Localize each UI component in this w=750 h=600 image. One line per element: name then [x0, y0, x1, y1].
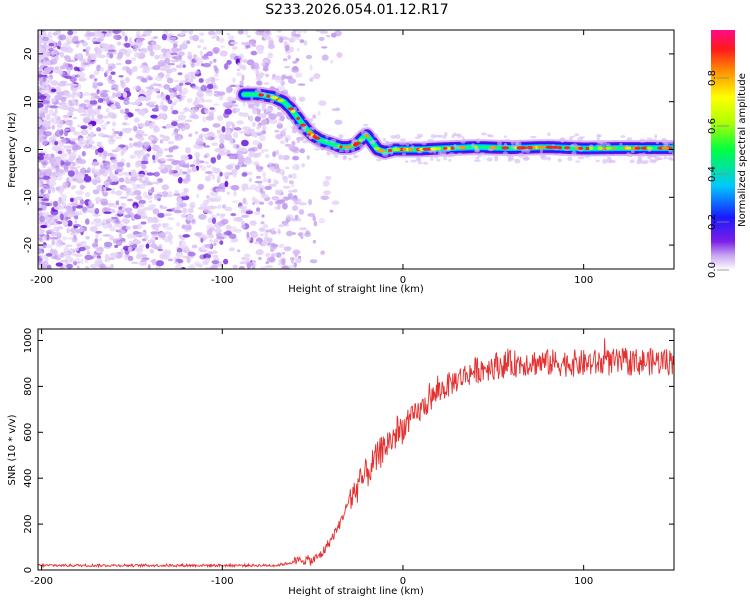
snr-y-tick-label: 1000	[23, 328, 34, 353]
spec-y-tick-label: -20	[23, 237, 34, 253]
snr-y-ticks: 0 200 400 600 800 1000	[23, 328, 674, 573]
colorbar-tick-label: 0.8	[707, 70, 718, 86]
snr-y-tick-label: 600	[23, 423, 34, 442]
spec-x-tick-label: 100	[574, 275, 593, 286]
spectrogram-plot-area	[38, 30, 674, 269]
snr-x-tick-label: -200	[30, 576, 53, 587]
snr-x-axis-label: Height of straight line (km)	[288, 586, 424, 597]
spectrogram-x-ticks: -200 -100 0 100	[30, 30, 593, 286]
spec-x-tick-label: -200	[30, 275, 53, 286]
colorbar-ticks: 0.0 0.2 0.4 0.6 0.8	[707, 70, 729, 278]
snr-panel: -200 -100 0 100 0 200 400 600 800 1000 Height of…	[7, 328, 675, 597]
spectrogram-y-axis-label: Frequency (Hz)	[7, 112, 18, 188]
spec-x-tick-label: 0	[400, 275, 406, 286]
snr-y-tick-label: 200	[23, 515, 34, 534]
spec-y-tick-label: -10	[23, 189, 34, 205]
snr-frame	[37, 328, 675, 571]
snr-series-line	[38, 338, 674, 569]
spec-y-tick-label: 20	[23, 48, 34, 61]
snr-x-tick-label: -100	[211, 576, 234, 587]
colorbar-tick-label: 0.0	[707, 262, 718, 278]
snr-y-tick-label: 0	[23, 567, 34, 573]
spec-y-tick-label: 0	[23, 146, 34, 152]
spectral-ridge-layer	[238, 88, 674, 158]
snr-y-axis-label: SNR (10 * v/v)	[7, 414, 18, 485]
figure-title: S233.2026.054.01.12.R17	[265, 2, 448, 18]
spec-x-tick-label: -100	[211, 275, 234, 286]
colorbar-tick-label: 0.6	[707, 118, 718, 134]
snr-x-tick-label: 100	[574, 576, 593, 587]
snr-y-tick-label: 400	[23, 469, 34, 488]
colorbar: 0.0 0.2 0.4 0.6 0.8 Normalized spectral ampl…	[707, 30, 748, 278]
snr-plot-area	[38, 338, 674, 569]
snr-x-ticks: -200 -100 0 100	[30, 329, 593, 587]
spec-y-tick-label: 10	[23, 95, 34, 108]
colorbar-tick-label: 0.2	[707, 214, 718, 230]
colorbar-tick-label: 0.4	[707, 166, 718, 182]
colorbar-label: Normalized spectral amplitude	[737, 73, 748, 227]
spectrogram-x-axis-label: Height of straight line (km)	[288, 284, 424, 295]
colorbar-gradient	[711, 30, 735, 270]
snr-x-tick-label: 0	[400, 576, 406, 587]
snr-y-tick-label: 800	[23, 377, 34, 396]
spectrogram-image	[38, 30, 674, 269]
spectrogram-y-ticks: 20 10 0 -10 -20	[23, 48, 674, 253]
